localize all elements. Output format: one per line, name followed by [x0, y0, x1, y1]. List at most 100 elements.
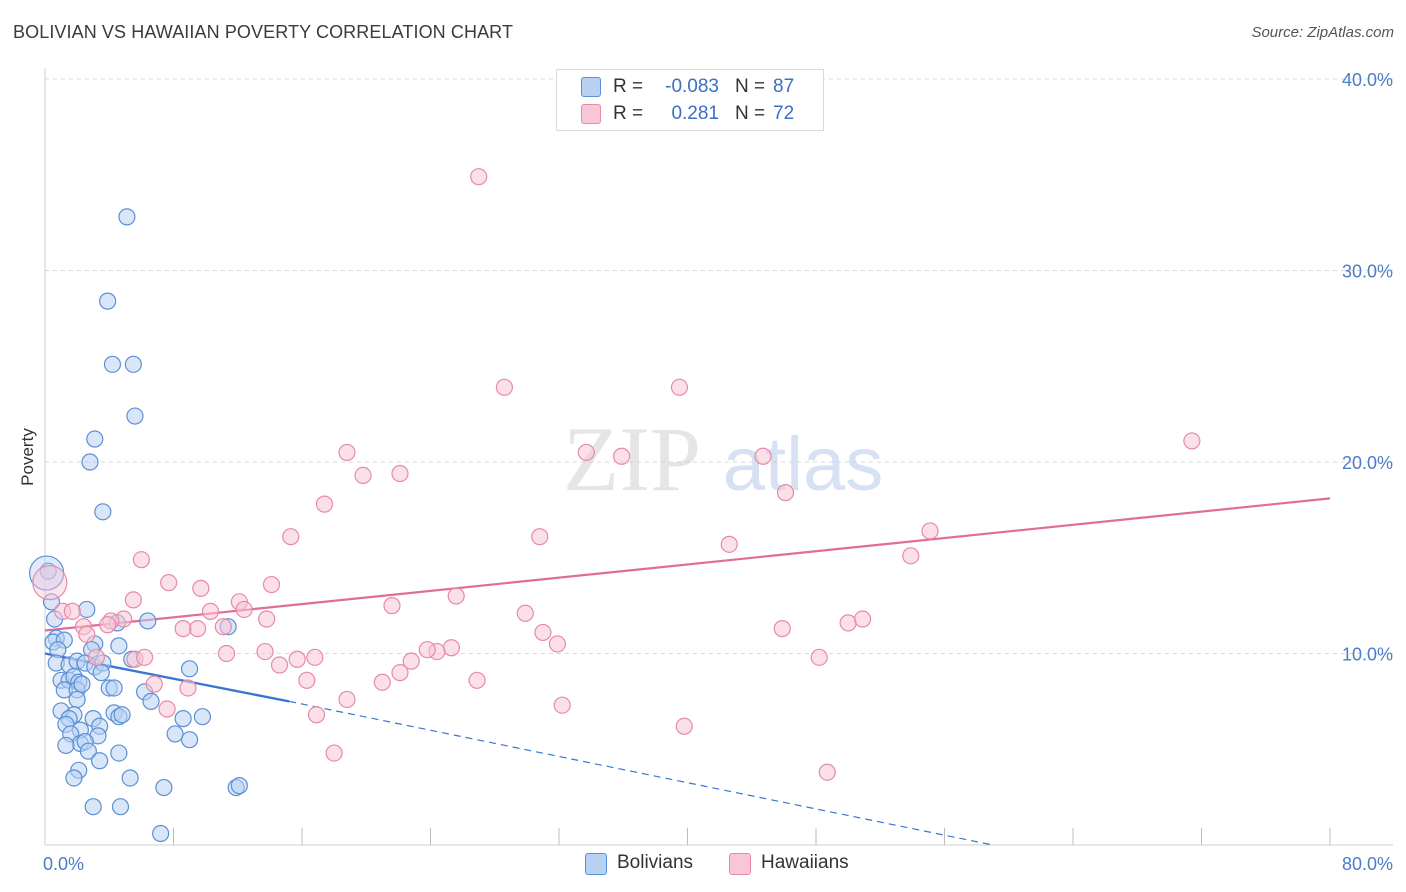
legend-n-value: 72	[773, 103, 795, 124]
y-tick-label: 20.0%	[1342, 453, 1393, 473]
bolivian-point	[113, 706, 131, 724]
legend-r-value: 0.281	[671, 103, 719, 124]
x-tick-label-max: 80.0%	[1342, 854, 1393, 874]
series-label-bolivians: Bolivians	[617, 852, 694, 873]
hawaiian-point	[325, 744, 343, 762]
hawaiian-point	[124, 591, 142, 609]
series-swatch-hawaiians	[729, 853, 751, 875]
hawaiian-point	[383, 597, 401, 615]
bolivian-point	[110, 637, 128, 655]
hawaiian-point	[63, 602, 81, 620]
bolivian-point	[78, 600, 96, 619]
hawaiian-point	[256, 642, 274, 661]
hawaiian-point	[516, 604, 534, 622]
hawaiian-trend-line	[44, 497, 1331, 632]
hawaiian-point	[418, 641, 436, 659]
bolivian-point	[121, 769, 139, 787]
hawaiian-point	[613, 447, 631, 465]
hawaiian-point	[548, 635, 566, 653]
hawaiian-point	[179, 679, 197, 697]
series-swatch-bolivians	[585, 853, 607, 875]
bolivian-point	[124, 355, 142, 373]
hawaiian-point	[307, 706, 326, 724]
hawaiian-point	[402, 652, 420, 670]
tick-labels: 40.0% 30.0% 20.0% 10.0% 0.0% 80.0%	[43, 70, 1393, 874]
bolivian-point	[180, 731, 199, 749]
hawaiian-point	[577, 443, 595, 462]
y-tick-label: 40.0%	[1342, 70, 1393, 90]
axes	[44, 68, 1393, 846]
legend-swatch-hawaiians	[581, 104, 601, 124]
x-tick-label-min: 0.0%	[43, 854, 84, 874]
watermark-atlas: atlas	[723, 422, 884, 507]
hawaiian-point	[447, 587, 465, 605]
bolivian-point	[103, 355, 122, 373]
hawaiian-point	[99, 616, 117, 634]
hawaiian-point	[298, 671, 316, 689]
hawaiian-point	[78, 625, 96, 643]
hawaiian-point	[188, 620, 207, 638]
hawaiian-point	[675, 717, 693, 735]
hawaiian-point	[553, 696, 571, 714]
hawaiian-point	[201, 602, 220, 620]
hawaiian-point	[258, 610, 276, 628]
bolivian-point	[91, 752, 109, 770]
bolivian-point	[94, 503, 112, 521]
hawaiian-point	[235, 600, 253, 619]
bolivian-point	[230, 777, 248, 795]
hawaiian-point	[158, 700, 176, 718]
bolivian-point	[68, 690, 86, 709]
hawaiian-points	[32, 168, 1201, 781]
hawaiian-point	[373, 673, 391, 691]
bolivian-point	[142, 692, 160, 710]
bolivian-point	[81, 453, 99, 471]
gridlines	[45, 78, 1393, 654]
hawaiian-point	[720, 535, 738, 553]
bolivian-point	[79, 742, 97, 760]
legend-n-label: N =	[735, 103, 766, 124]
bolivian-point	[86, 430, 104, 448]
bolivian-point	[118, 208, 136, 226]
hawaiian-point	[468, 671, 486, 689]
y-tick-label: 10.0%	[1342, 645, 1393, 665]
hawaiian-point	[818, 763, 836, 781]
bolivian-point	[139, 612, 157, 630]
hawaiian-point	[495, 378, 513, 396]
hawaiian-point	[282, 528, 300, 546]
bolivian-point	[42, 593, 61, 611]
bolivian-point	[110, 744, 128, 762]
bolivian-point	[84, 798, 102, 816]
bolivian-point	[152, 824, 170, 843]
legend-swatch-bolivians	[581, 77, 601, 97]
hawaiian-point	[145, 675, 163, 693]
legend-r-value: -0.083	[665, 76, 719, 97]
hawaiian-point	[839, 614, 857, 632]
bolivian-point	[174, 710, 192, 728]
hawaiian-point	[214, 618, 232, 636]
bolivian-point	[105, 679, 123, 697]
hawaiian-point	[531, 528, 549, 546]
hawaiian-point	[160, 574, 178, 592]
hawaiian-point	[776, 484, 795, 502]
hawaiian-point	[442, 639, 460, 657]
chart-title: BOLIVIAN VS HAWAIIAN POVERTY CORRELATION…	[13, 22, 514, 42]
hawaiian-point	[534, 623, 552, 642]
hawaiian-point	[391, 464, 409, 483]
hawaiian-point	[1183, 432, 1201, 450]
legend-row-bolivians: R = -0.083 N = 87	[557, 74, 823, 100]
bolivian-point	[180, 660, 199, 678]
hawaiian-point	[902, 547, 920, 565]
bolivian-point	[111, 798, 130, 816]
hawaiian-point	[754, 447, 772, 465]
hawaiian-point	[87, 648, 106, 666]
series-label-hawaiians: Hawaiians	[761, 852, 849, 873]
bolivian-point	[57, 736, 75, 755]
hawaiian-point	[670, 378, 689, 396]
hawaiian-point	[315, 495, 334, 513]
hawaiian-point	[288, 650, 306, 668]
legend-n-label: N =	[735, 76, 766, 97]
bolivian-trend-extension	[289, 700, 993, 846]
hawaiian-point	[853, 610, 872, 628]
hawaiian-point	[810, 648, 828, 666]
